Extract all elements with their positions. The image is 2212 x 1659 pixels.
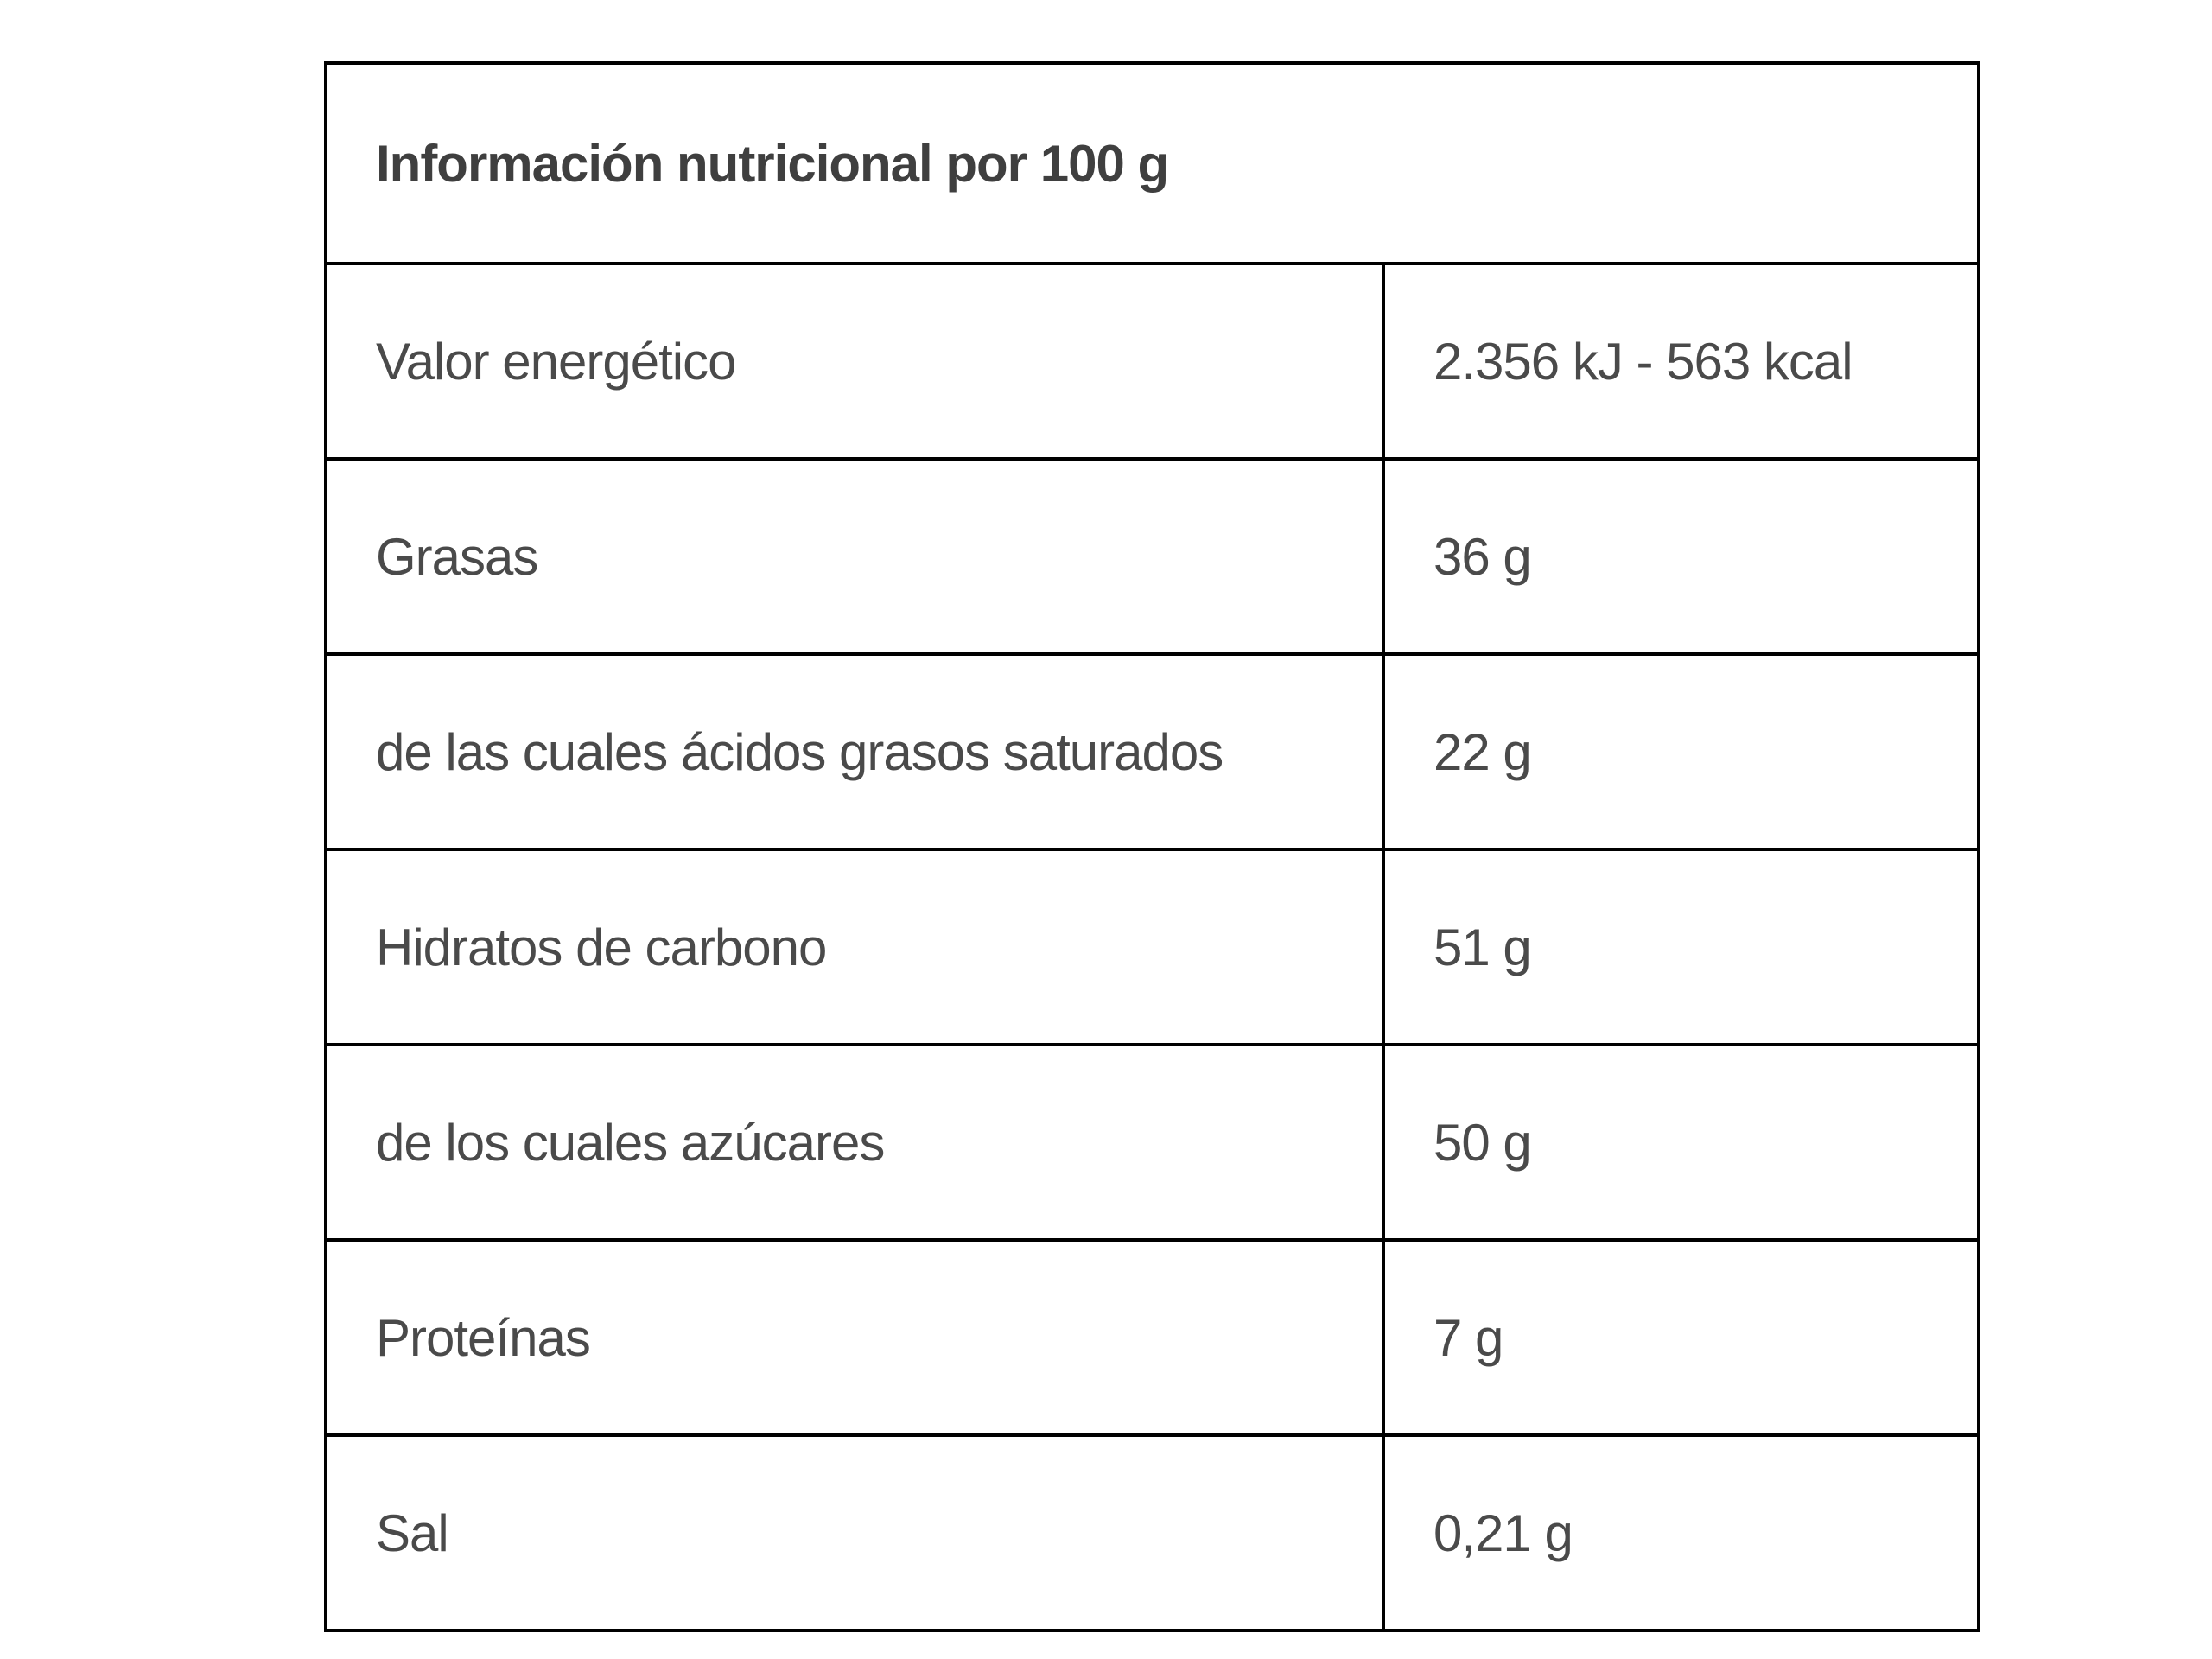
table-row-saturated-fat: de las cuales ácidos grasos saturados 22… xyxy=(324,652,1981,851)
table-row-carbohydrates: Hidratos de carbono 51 g xyxy=(324,848,1981,1046)
nutrient-label: Proteínas xyxy=(324,1238,1385,1437)
nutrient-label: Hidratos de carbono xyxy=(324,848,1385,1046)
table-row-fat: Grasas 36 g xyxy=(324,457,1981,656)
table-row-salt: Sal 0,21 g xyxy=(324,1433,1981,1632)
nutrient-value: 36 g xyxy=(1381,457,1981,656)
table-row-sugars: de los cuales azúcares 50 g xyxy=(324,1043,1981,1242)
nutrient-label: Valor energético xyxy=(324,262,1385,461)
nutrient-value: 0,21 g xyxy=(1381,1433,1981,1632)
table-row-protein: Proteínas 7 g xyxy=(324,1238,1981,1437)
nutrient-value: 22 g xyxy=(1381,652,1981,851)
nutrient-label: Grasas xyxy=(324,457,1385,656)
nutrient-label: de los cuales azúcares xyxy=(324,1043,1385,1242)
nutrient-value: 50 g xyxy=(1381,1043,1981,1242)
table-title: Información nutricional por 100 g xyxy=(323,61,1981,265)
table-header-row: Información nutricional por 100 g xyxy=(323,61,1981,265)
nutrient-value: 2.356 kJ - 563 kcal xyxy=(1381,262,1981,461)
nutrition-table: Información nutricional por 100 g Valor … xyxy=(323,61,1981,1632)
table-row-energy: Valor energético 2.356 kJ - 563 kcal xyxy=(324,262,1981,461)
nutrient-label: de las cuales ácidos grasos saturados xyxy=(324,652,1385,851)
nutrient-value: 7 g xyxy=(1381,1238,1981,1437)
nutrient-label: Sal xyxy=(324,1433,1385,1632)
nutrient-value: 51 g xyxy=(1381,848,1981,1046)
